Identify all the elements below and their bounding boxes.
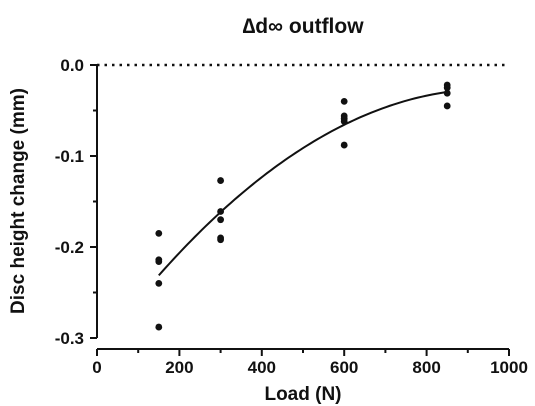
chart-title: ∆d∞ outflow <box>242 15 364 38</box>
data-point <box>340 98 348 105</box>
y-axis-tick-labels: 0.0 -0.1 -0.2 -0.3 <box>55 56 84 348</box>
y-tick-label: -0.3 <box>55 329 84 348</box>
data-point <box>217 236 225 244</box>
y-axis-label: Disc height change (mm) <box>8 88 29 314</box>
y-axis-ticks <box>90 64 97 339</box>
x-axis-tick-labels: 0 200 400 600 800 1000 <box>92 358 528 377</box>
data-point <box>217 216 225 224</box>
y-tick-label: 0.0 <box>60 56 84 75</box>
data-point <box>155 229 163 237</box>
data-points <box>155 81 451 331</box>
data-point <box>217 208 225 215</box>
data-point <box>217 177 225 184</box>
data-point <box>340 118 348 125</box>
data-point <box>155 323 163 331</box>
data-point <box>443 89 451 97</box>
data-point <box>443 102 451 110</box>
data-point <box>155 280 163 287</box>
x-tick-label: 0 <box>92 358 101 377</box>
x-tick-label: 800 <box>412 358 440 377</box>
x-axis-label: Load (N) <box>264 384 341 405</box>
y-tick-label: -0.1 <box>55 147 84 166</box>
x-tick-label: 600 <box>330 358 358 377</box>
x-tick-label: 400 <box>248 358 276 377</box>
x-tick-label: 200 <box>165 358 193 377</box>
x-axis-ticks <box>96 349 510 356</box>
data-point <box>340 141 348 149</box>
x-tick-label: 1000 <box>490 358 528 377</box>
fit-curve <box>158 91 448 277</box>
data-point <box>443 84 451 92</box>
y-tick-label: -0.2 <box>55 238 84 257</box>
data-point <box>155 258 163 265</box>
